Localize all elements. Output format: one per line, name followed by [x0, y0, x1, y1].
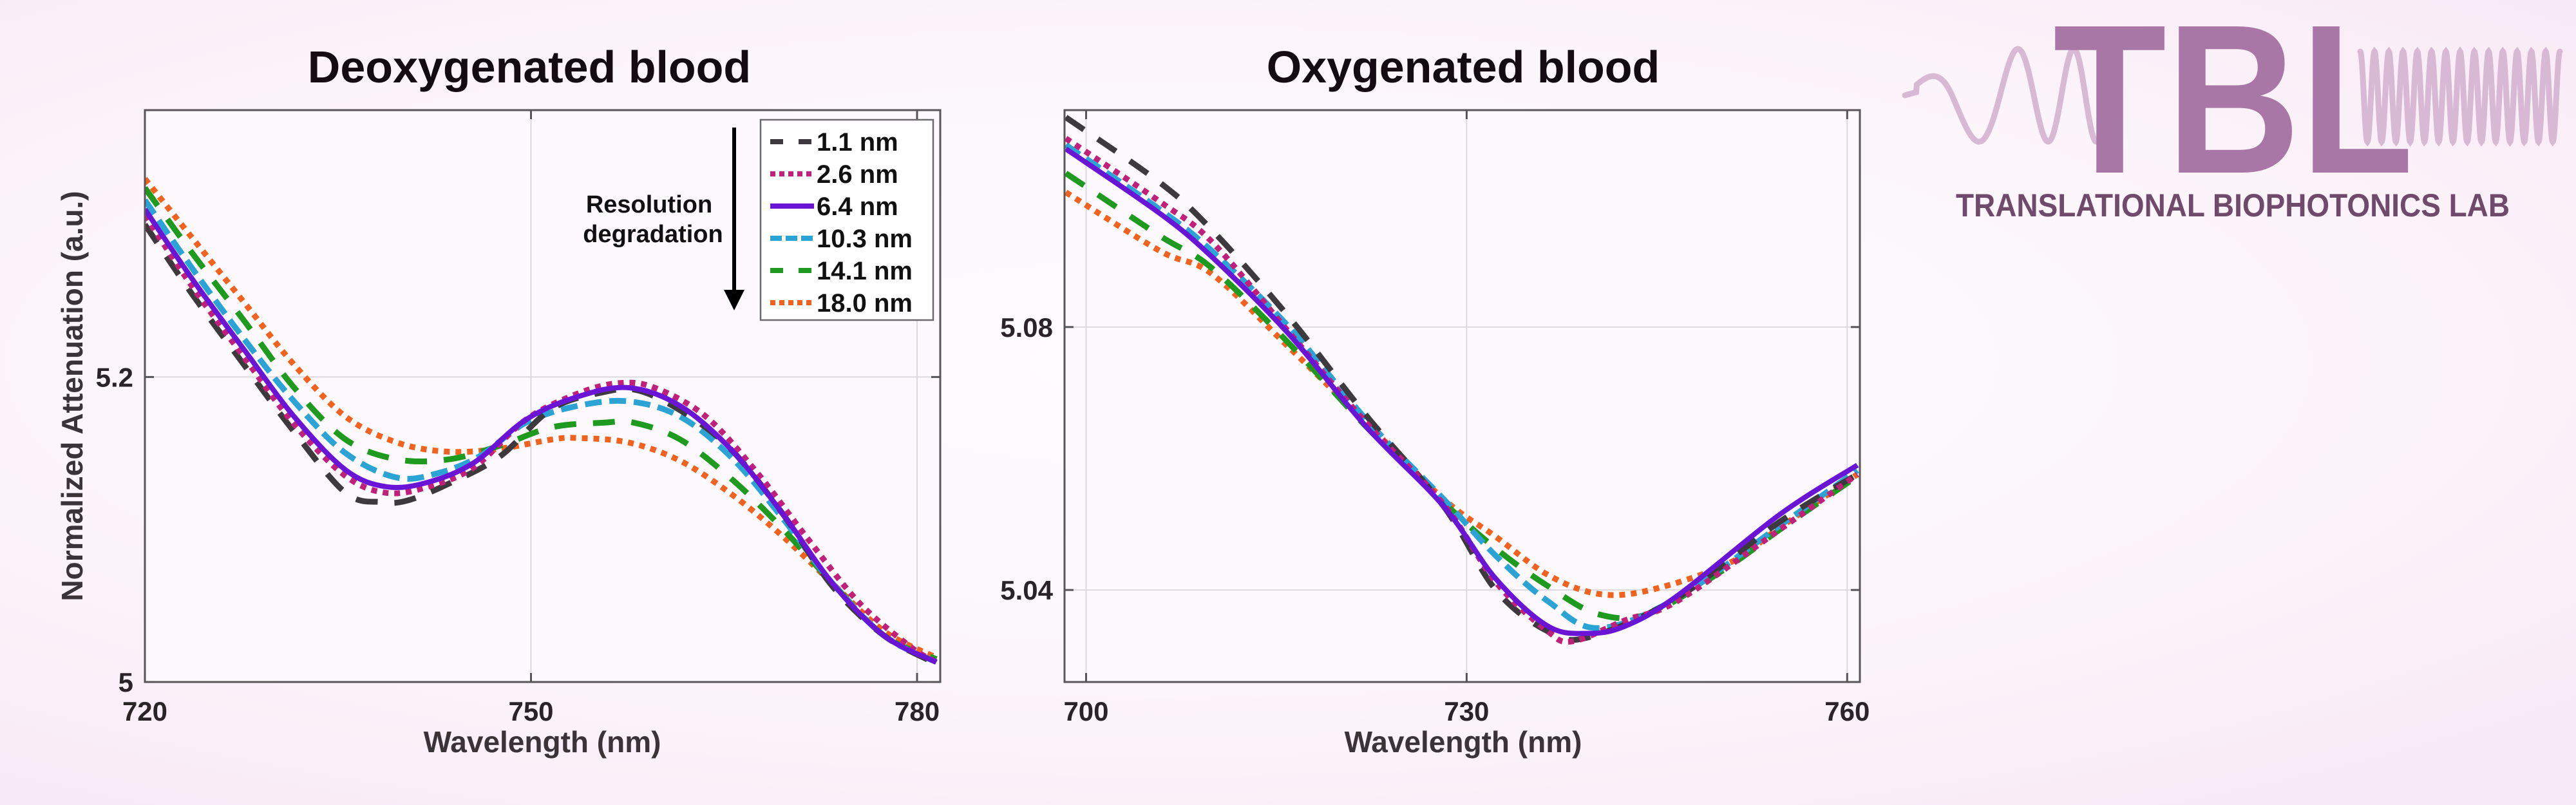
- series-line-1-1-nm: [145, 223, 938, 667]
- axes-frame-oxygenated: [1063, 109, 1861, 683]
- legend-box: [759, 118, 934, 321]
- series-group-oxygenated: [1065, 115, 1859, 645]
- series-group-deoxygenated: [145, 176, 938, 667]
- x-tick-label: 780: [895, 696, 940, 726]
- y-axis-label: Normalized Attenuation (a.u.): [55, 191, 89, 601]
- resolution-annotation-line2: degradation: [583, 221, 723, 248]
- logo-letters: TBL: [2053, 0, 2414, 218]
- x-axis-label-deoxygenated: Wavelength (nm): [424, 725, 661, 759]
- tbl-logo: TBL TRANSLATIONAL BIOPHOTONICS LAB: [1902, 0, 2563, 223]
- down-arrow-icon: [724, 128, 744, 310]
- legend-label: 2.6 nm: [817, 160, 898, 189]
- x-axis-label-oxygenated: Wavelength (nm): [1345, 725, 1582, 759]
- axes-frame-deoxygenated: [144, 109, 942, 683]
- logo-subtitle: TRANSLATIONAL BIOPHOTONICS LAB: [1956, 187, 2510, 223]
- x-tick-label: 720: [122, 696, 167, 726]
- series-line-18-0-nm: [1065, 189, 1859, 598]
- y-tick-label: 5: [118, 667, 133, 697]
- logo-wave-left-icon: [1902, 46, 2106, 145]
- series-line-18-0-nm: [145, 176, 938, 661]
- chart-title-deoxygenated: Deoxygenated blood: [308, 42, 751, 92]
- legend-item: 2.6 nm: [770, 160, 898, 189]
- y-ticks-oxygenated: 5.04 5.08: [1000, 312, 1860, 605]
- legend-label: 14.1 nm: [817, 257, 913, 285]
- series-line-6-4-nm: [1065, 146, 1859, 636]
- y-ticks-deoxygenated: 55.2: [96, 362, 940, 697]
- resolution-annotation-line1: Resolution: [586, 191, 712, 218]
- x-ticks-oxygenated: 700 730 760: [1063, 110, 1870, 726]
- plot-area-oxygenated: [1065, 110, 1860, 682]
- oxygenated-chart: Oxygenated blood 700 730 760 5.04 5.08 Wave…: [1000, 42, 1870, 759]
- y-tick-label: 5.08: [1000, 312, 1053, 343]
- x-tick-label: 700: [1063, 696, 1108, 726]
- y-tick-label: 5.2: [96, 362, 133, 392]
- x-tick-label: 730: [1444, 696, 1489, 726]
- legend-item: 18.0 nm: [770, 289, 913, 317]
- legend-item: 6.4 nm: [770, 193, 898, 221]
- legend-item: 1.1 nm: [770, 128, 898, 156]
- legend-label: 6.4 nm: [817, 193, 898, 221]
- legend: 1.1 nm 2.6 nm 6.4 nm 10.3 nm 14.1 nm 18.0 nm: [759, 118, 934, 321]
- series-line-6-4-nm: [145, 207, 938, 665]
- legend-item: 10.3 nm: [770, 225, 913, 253]
- legend-item: 14.1 nm: [770, 257, 913, 285]
- series-line-10-3-nm: [1065, 142, 1859, 631]
- x-tick-label: 760: [1824, 696, 1870, 726]
- logo-wave-right-icon: [2357, 46, 2563, 147]
- legend-label: 18.0 nm: [817, 289, 913, 317]
- deoxygenated-chart: Deoxygenated blood 720 750 780 55.2 Wavele…: [55, 42, 942, 759]
- x-ticks-deoxygenated: 720 750 780: [122, 110, 940, 726]
- legend-label: 1.1 nm: [817, 128, 898, 156]
- x-tick-label: 750: [508, 696, 553, 726]
- y-tick-label: 5.04: [1000, 575, 1053, 605]
- legend-label: 10.3 nm: [817, 225, 913, 253]
- chart-title-oxygenated: Oxygenated blood: [1267, 42, 1660, 92]
- series-line-14-1-nm: [145, 186, 938, 662]
